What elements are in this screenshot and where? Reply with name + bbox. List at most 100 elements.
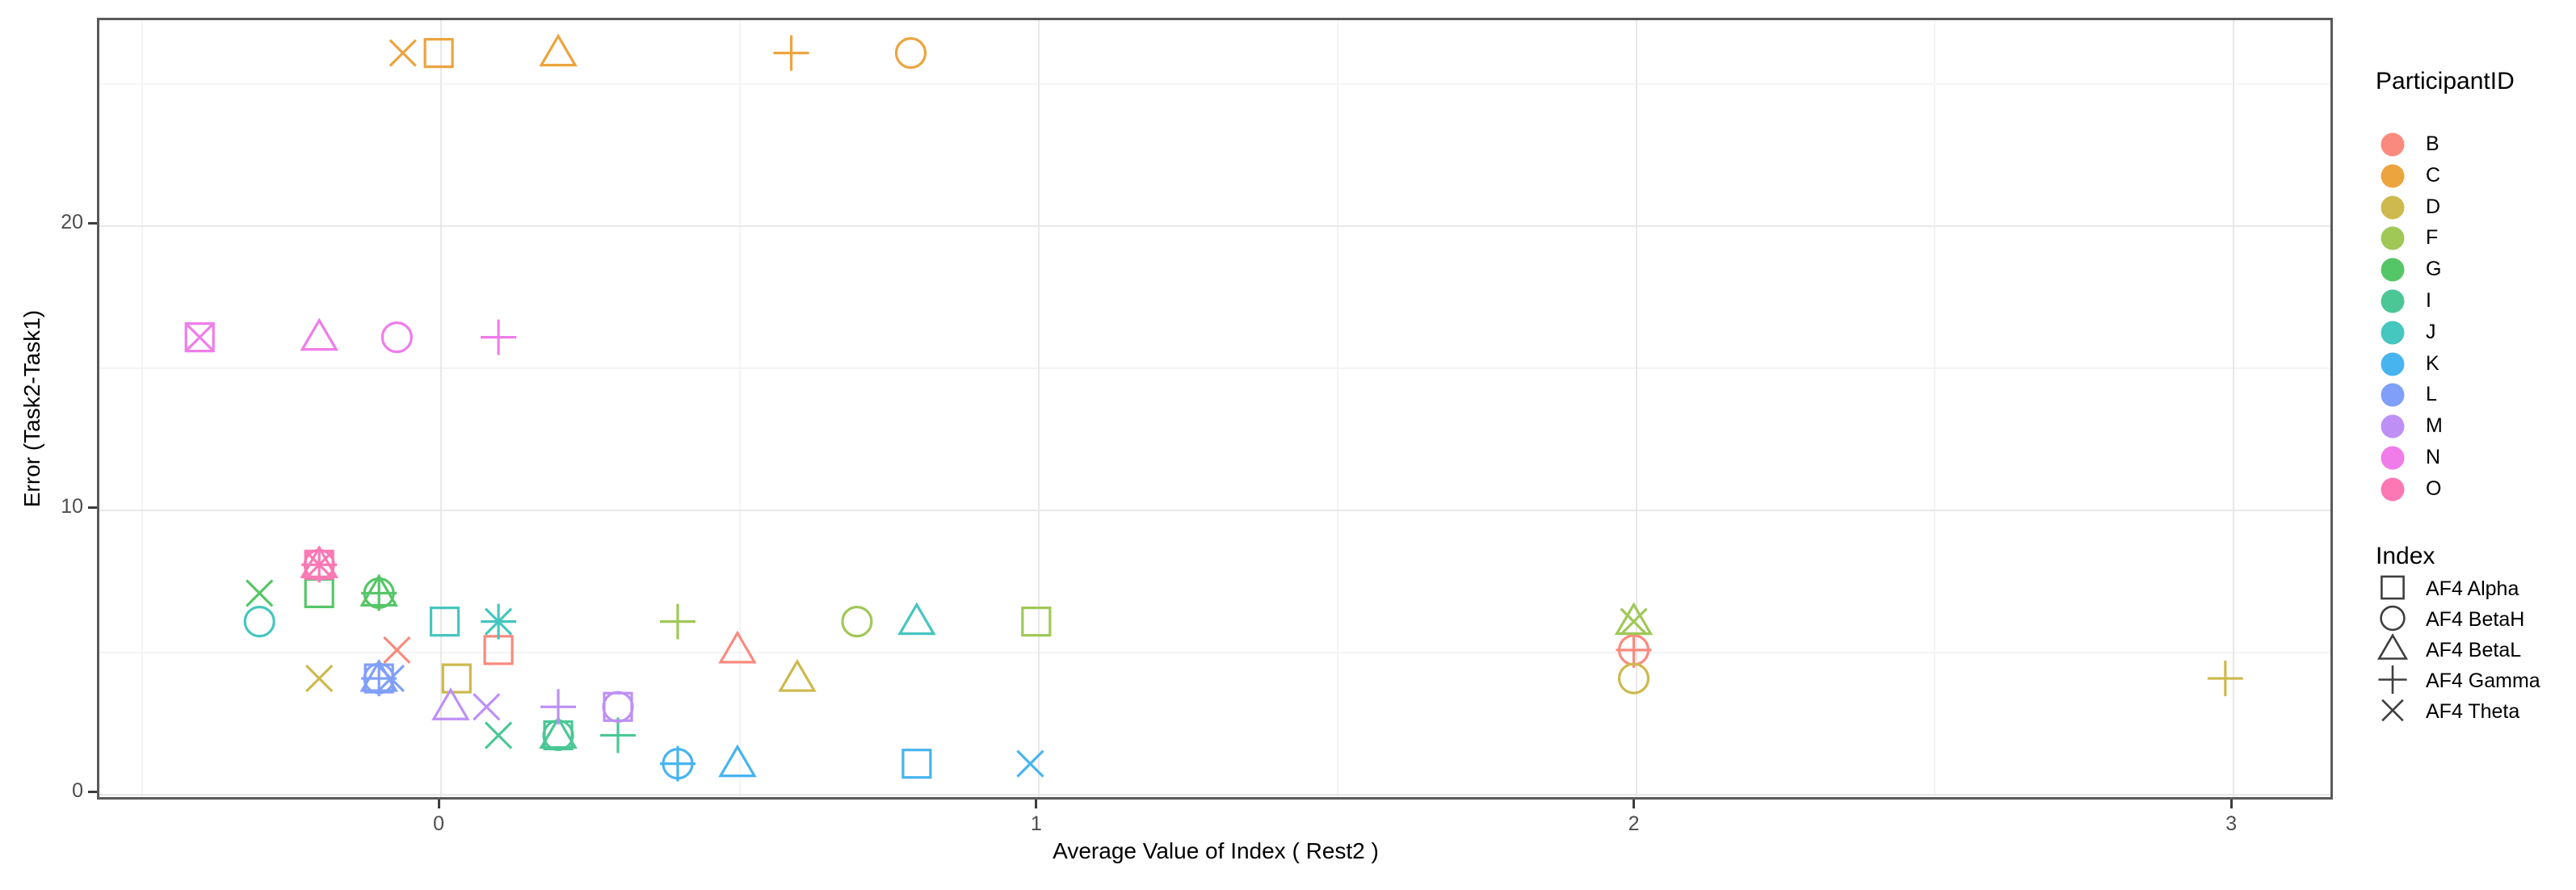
legend-label-B: B [2426, 132, 2439, 155]
legend-swatch-D [2381, 195, 2405, 220]
legend-label-D: D [2426, 195, 2441, 218]
data-point-M-circle [602, 691, 634, 723]
x-tick-label: 2 [1628, 812, 1640, 835]
data-point-J-square [429, 607, 460, 637]
data-point-N-square [184, 322, 215, 353]
data-point-M-triangle [431, 687, 470, 720]
legend-swatch-G [2381, 258, 2405, 282]
gridline-h [99, 225, 2330, 227]
data-point-F-square [1021, 607, 1052, 637]
data-point-B-plus [1616, 632, 1652, 668]
legend-swatch-F [2381, 226, 2405, 250]
x-tick-mark [1035, 800, 1038, 808]
data-point-F-x [1620, 607, 1648, 636]
gridline-h [99, 367, 2330, 369]
data-point-D-circle [1617, 662, 1650, 695]
data-point-M-x [473, 693, 501, 721]
gridline-h [99, 793, 2330, 796]
data-point-J-circle [243, 606, 275, 638]
legend-glyph-plus-icon [2373, 661, 2412, 703]
gridline-v [738, 20, 741, 797]
legend-swatch-O [2381, 477, 2405, 502]
legend-title-index: Index [2376, 543, 2435, 569]
data-point-D-square [441, 663, 472, 694]
data-point-C-circle [894, 37, 927, 69]
legend-label-K: K [2426, 351, 2439, 375]
legend-label-AF4-BetaH: AF4 BetaH [2426, 607, 2525, 631]
y-axis-title: Error (Task2-Task1) [19, 309, 44, 508]
legend-swatch-M [2381, 414, 2405, 439]
legend-swatch-L [2381, 383, 2405, 407]
x-tick-mark [2229, 800, 2233, 808]
x-tick-label: 3 [2225, 812, 2238, 835]
data-point-N-plus [481, 319, 517, 355]
data-point-C-triangle [539, 33, 578, 67]
data-point-B-square [483, 635, 514, 665]
gridline-h [99, 82, 2330, 85]
legend-swatch-B [2381, 132, 2405, 157]
y-tick-label: 10 [61, 494, 83, 518]
data-point-G-x [246, 579, 274, 607]
data-point-K-square [901, 749, 932, 779]
gridline-v [440, 20, 443, 797]
data-point-G-square [304, 577, 334, 609]
data-point-F-plus [659, 603, 695, 640]
data-point-I-x [484, 721, 513, 749]
data-point-I-plus [600, 717, 637, 754]
data-point-N-circle [380, 321, 413, 354]
data-point-N-triangle [300, 317, 338, 351]
legend-label-C: C [2426, 163, 2441, 187]
legend-label-AF4-Alpha: AF4 Alpha [2426, 577, 2519, 600]
x-tick-label: 1 [1030, 812, 1042, 835]
x-axis-title: Average Value of Index ( Rest2 ) [1053, 838, 1379, 863]
data-point-G-plus [361, 575, 397, 611]
gridline-v [1635, 20, 1637, 797]
data-point-L-x [376, 664, 406, 693]
legend-glyph-x-icon [2373, 691, 2412, 734]
x-tick-mark [1633, 800, 1636, 808]
x-tick-mark [437, 800, 440, 808]
legend-swatch-I [2381, 289, 2405, 313]
legend-swatch-N [2381, 446, 2405, 470]
legend-swatch-K [2381, 352, 2405, 376]
data-point-C-plus [773, 35, 809, 71]
legend-label-I: I [2426, 288, 2431, 312]
y-tick-label: 0 [72, 779, 83, 802]
legend-label-AF4-BetaL: AF4 BetaL [2426, 638, 2522, 661]
y-tick-label: 20 [61, 210, 83, 233]
data-point-D-triangle [778, 658, 817, 692]
data-point-J-triangle [897, 602, 936, 636]
legend-swatch-J [2381, 321, 2405, 345]
data-point-J-plus [481, 603, 517, 640]
legend-swatch-C [2381, 164, 2405, 188]
data-point-B-triangle [718, 630, 757, 664]
y-tick-mark [88, 791, 97, 794]
legend-label-M: M [2426, 414, 2443, 438]
data-point-K-plus [659, 745, 695, 782]
legend-glyph-triangle-icon [2373, 630, 2412, 673]
data-point-F-circle [841, 606, 873, 638]
data-point-D-x [305, 664, 334, 693]
legend-label-L: L [2426, 383, 2437, 406]
data-point-C-x [389, 39, 417, 67]
gridline-v [1336, 20, 1338, 797]
legend-label-F: F [2426, 226, 2439, 250]
legend-label-N: N [2426, 445, 2441, 468]
data-point-D-plus [2207, 661, 2243, 697]
gridline-v [1934, 20, 1936, 797]
data-point-M-plus [540, 689, 577, 725]
legend-label-AF4-Gamma: AF4 Gamma [2426, 669, 2540, 692]
legend-label-J: J [2426, 320, 2436, 343]
data-point-F-triangle [1614, 602, 1654, 636]
data-point-K-x [1016, 749, 1044, 778]
y-tick-mark [88, 506, 97, 510]
gridline-v [141, 20, 144, 797]
data-point-I-triangle [539, 716, 578, 749]
y-tick-mark [88, 222, 97, 225]
gridline-v [2233, 20, 2235, 797]
x-tick-label: 0 [433, 812, 445, 835]
gridline-h [99, 651, 2330, 653]
legend-label-G: G [2426, 258, 2442, 281]
